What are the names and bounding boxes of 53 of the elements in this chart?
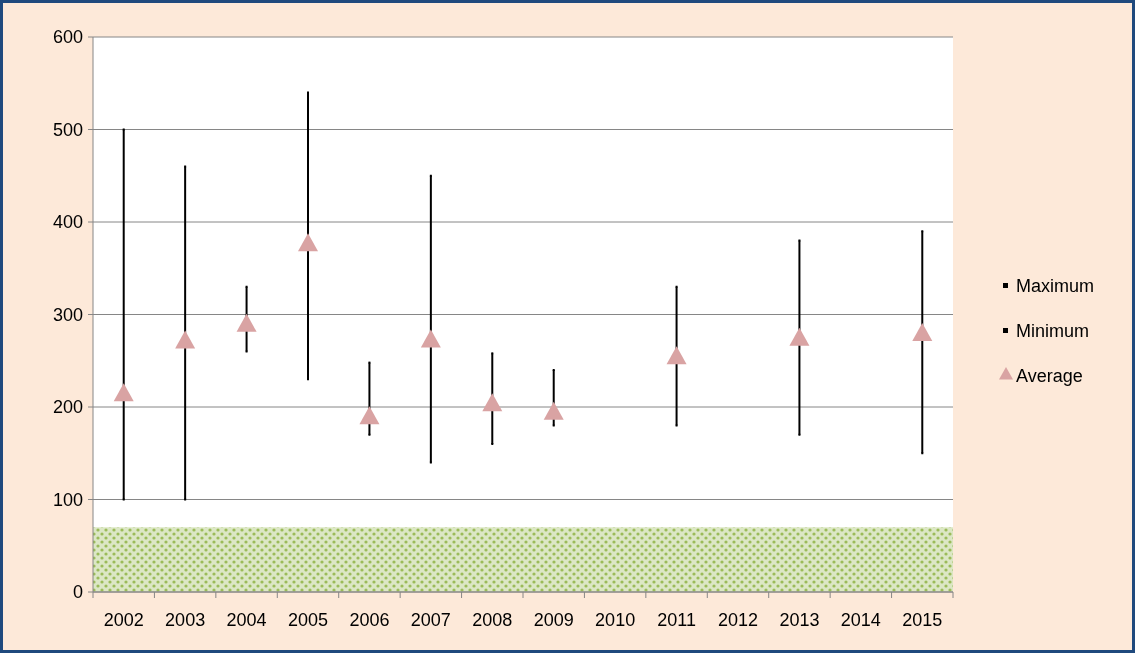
y-tick-label: 0	[72, 582, 83, 603]
point	[921, 230, 924, 233]
point	[359, 406, 380, 425]
point	[298, 233, 318, 252]
y-tick-label: 400	[52, 212, 83, 233]
legend-label: Minimum	[1016, 321, 1090, 342]
x-tick-label: 2010	[595, 610, 636, 630]
point	[184, 498, 187, 501]
point	[122, 498, 125, 501]
point	[798, 433, 801, 436]
point	[552, 424, 555, 427]
point	[245, 350, 248, 353]
x-tick-label: 2002	[103, 610, 144, 630]
point	[912, 323, 933, 341]
point	[184, 165, 187, 168]
y-tick-label: 500	[52, 119, 83, 140]
x-tick-label: 2009	[533, 610, 574, 630]
point	[543, 401, 564, 420]
point	[675, 285, 678, 288]
x-tick-label: 2011	[657, 610, 696, 630]
point	[236, 313, 257, 332]
y-tick-label: 200	[52, 397, 83, 418]
x-tick-label: 2006	[349, 610, 390, 630]
x-tick-label: 2004	[226, 610, 267, 630]
x-tick-label: 2008	[472, 610, 513, 630]
x-tick-label: 2014	[840, 610, 881, 630]
x-tick-label: 2015	[902, 610, 943, 630]
point	[798, 239, 801, 242]
y-tick-label: 600	[52, 27, 83, 48]
point	[675, 424, 678, 427]
x-tick-label: 2013	[779, 610, 820, 630]
point	[666, 346, 687, 365]
point	[789, 327, 810, 346]
point	[482, 393, 503, 412]
x-tick-label: 2007	[410, 610, 451, 630]
point	[245, 285, 248, 288]
x-tick-label: 2012	[717, 610, 759, 630]
point	[420, 329, 441, 348]
point	[491, 352, 494, 355]
legend-label: Average	[1016, 366, 1083, 387]
point	[921, 452, 924, 455]
x-tick-label: 2003	[165, 610, 206, 630]
point	[429, 174, 432, 177]
point	[429, 461, 432, 464]
point	[113, 383, 134, 402]
point	[175, 330, 196, 349]
point	[368, 361, 371, 364]
y-tick-label: 100	[52, 489, 83, 510]
point	[122, 128, 125, 131]
legend-label: Maximum	[1016, 276, 1095, 297]
x-tick-label: 2005	[287, 610, 329, 630]
y-tick-label: 300	[52, 304, 83, 325]
point	[368, 433, 371, 436]
